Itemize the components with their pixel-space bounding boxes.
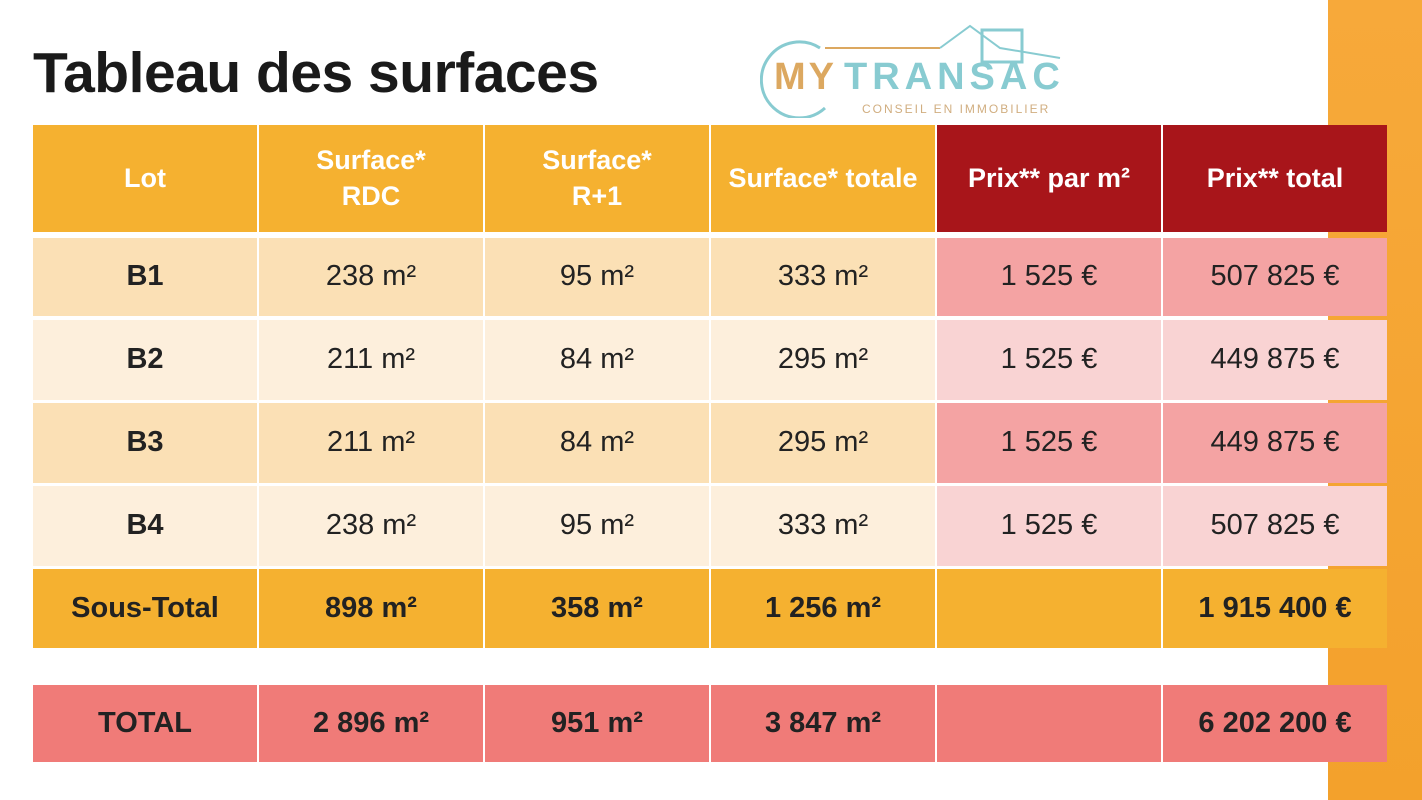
value-cell: 507 825 € bbox=[1163, 486, 1387, 566]
lot-cell: TOTAL bbox=[33, 685, 257, 762]
lot-cell: B2 bbox=[33, 320, 257, 400]
value-cell: 238 m² bbox=[259, 486, 483, 566]
value-cell: 211 m² bbox=[259, 403, 483, 483]
header-prix-m2: Prix** par m² bbox=[937, 125, 1161, 232]
value-cell: 6 202 200 € bbox=[1163, 685, 1387, 762]
value-cell: 2 896 m² bbox=[259, 685, 483, 762]
value-cell: 358 m² bbox=[485, 569, 709, 648]
table-row: B4 238 m² 95 m² 333 m² 1 525 €507 825 € bbox=[33, 486, 1387, 566]
subtotal-row: Sous-Total 898 m² 358 m² 1 256 m² 1 915 400 … bbox=[33, 569, 1387, 648]
value-cell: 449 875 € bbox=[1163, 403, 1387, 483]
total-row: TOTAL 2 896 m² 951 m² 3 847 m² 6 202 200 € bbox=[33, 685, 1387, 762]
value-cell: 1 525 € bbox=[937, 320, 1161, 400]
table-header: Lot Surface* RDC Surface* R+1 Surface* tot… bbox=[33, 125, 1387, 232]
header-lot: Lot bbox=[33, 125, 257, 232]
value-cell: 211 m² bbox=[259, 320, 483, 400]
value-cell: 238 m² bbox=[259, 238, 483, 316]
value-cell: 1 256 m² bbox=[711, 569, 935, 648]
value-cell: 84 m² bbox=[485, 403, 709, 483]
header-text: Surface* bbox=[542, 145, 652, 176]
value-cell: 507 825 € bbox=[1163, 238, 1387, 316]
watermark-tagline: CONSEIL EN IMMOBILIER bbox=[862, 102, 1051, 116]
value-cell: 95 m² bbox=[485, 238, 709, 316]
header-prix-total: Prix** total bbox=[1163, 125, 1387, 232]
table-row: B1 238 m² 95 m² 333 m² 1 525 €507 825 € bbox=[33, 238, 1387, 316]
header-text: RDC bbox=[341, 180, 401, 211]
value-cell: 1 525 € bbox=[937, 486, 1161, 566]
lot-cell: Sous-Total bbox=[33, 569, 257, 648]
header-surface-r1: Surface* R+1 bbox=[485, 125, 709, 232]
lot-cell: B1 bbox=[33, 238, 257, 316]
value-cell: 951 m² bbox=[485, 685, 709, 762]
page-title: Tableau des surfaces bbox=[33, 41, 599, 105]
watermark-transac: TRANSAC bbox=[844, 56, 1065, 98]
mytransac-watermark-logo: MY TRANSAC CONSEIL EN IMMOBILIER bbox=[760, 8, 1070, 120]
value-cell: 333 m² bbox=[711, 238, 935, 316]
lot-cell: B3 bbox=[33, 403, 257, 483]
value-cell bbox=[937, 569, 1161, 648]
watermark-my: MY bbox=[774, 56, 837, 98]
value-cell: 84 m² bbox=[485, 320, 709, 400]
value-cell: 1 915 400 € bbox=[1163, 569, 1387, 648]
lot-cell: B4 bbox=[33, 486, 257, 566]
value-cell: 1 525 € bbox=[937, 403, 1161, 483]
value-cell: 295 m² bbox=[711, 320, 935, 400]
value-cell: 1 525 € bbox=[937, 238, 1161, 316]
house-logo-icon bbox=[760, 24, 1061, 118]
orange-side-bar bbox=[1328, 0, 1422, 800]
value-cell bbox=[937, 685, 1161, 762]
header-surface-rdc: Surface* RDC bbox=[259, 125, 483, 232]
value-cell: 333 m² bbox=[711, 486, 935, 566]
value-cell: 449 875 € bbox=[1163, 320, 1387, 400]
header-surface-totale: Surface* totale bbox=[711, 125, 935, 232]
value-cell: 295 m² bbox=[711, 403, 935, 483]
value-cell: 95 m² bbox=[485, 486, 709, 566]
value-cell: 898 m² bbox=[259, 569, 483, 648]
header-text: Surface* bbox=[316, 145, 426, 176]
table-row: B3 211 m² 84 m² 295 m² 1 525 €449 875 € bbox=[33, 403, 1387, 483]
table-row: B2 211 m² 84 m² 295 m² 1 525 €449 875 € bbox=[33, 320, 1387, 400]
header-text: R+1 bbox=[571, 180, 623, 211]
value-cell: 3 847 m² bbox=[711, 685, 935, 762]
